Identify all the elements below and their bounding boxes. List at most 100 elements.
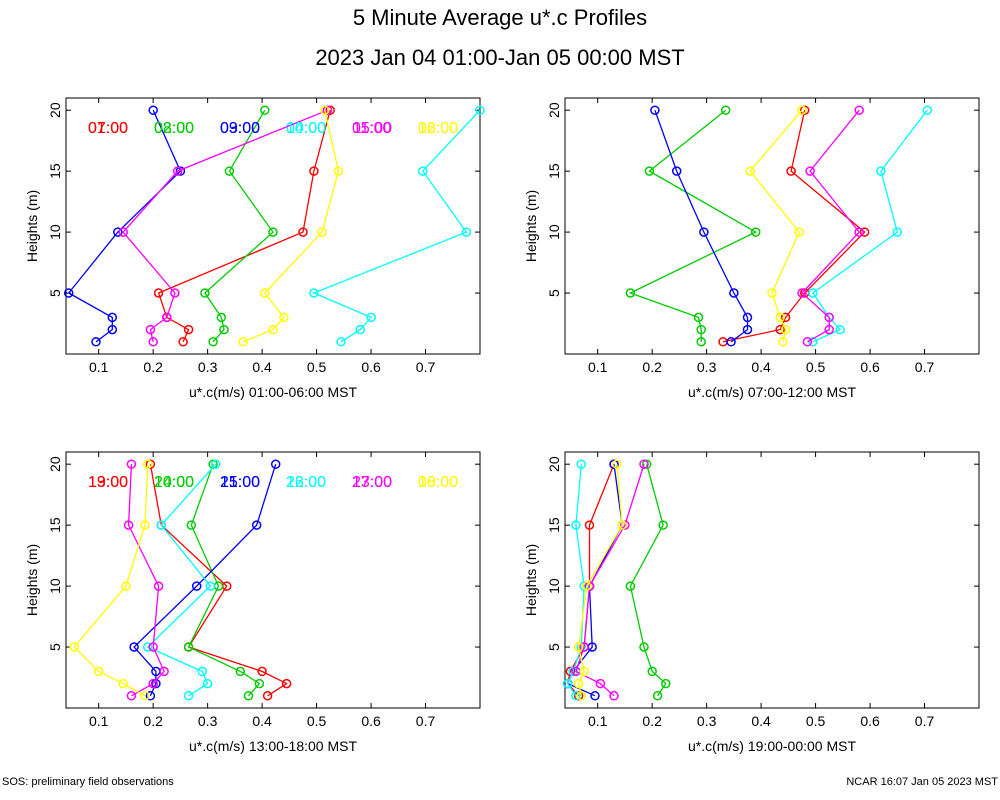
legend-entry: 06:00: [418, 120, 458, 137]
data-point: [576, 459, 587, 469]
data-point: [336, 337, 346, 347]
legend-entry: 12:00: [418, 120, 458, 137]
plot-frame: [564, 451, 980, 709]
legend-entry: 22:00: [286, 474, 326, 491]
data-point: [767, 288, 777, 298]
data-point: [579, 666, 589, 677]
x-tick-label: 0.7: [416, 359, 436, 375]
data-point: [113, 227, 123, 237]
y-tick-label: 20: [47, 456, 63, 472]
series-line-03:00: [67, 109, 182, 343]
data-point: [693, 312, 704, 323]
data-point: [366, 312, 376, 323]
data-point: [644, 166, 655, 176]
data-point: [224, 166, 235, 176]
data-point: [216, 312, 227, 323]
data-point: [778, 337, 788, 347]
legend-entry: 18:00: [418, 474, 458, 491]
data-point: [824, 324, 834, 335]
x-axis-label: u*.c(m/s) 01:00-06:00 MST: [189, 384, 358, 400]
x-tick-label: 0.2: [143, 713, 163, 729]
y-tick-label: 5: [546, 289, 562, 297]
x-tick-label: 0.1: [588, 713, 608, 729]
series-line-15:00: [133, 464, 277, 697]
data-point: [639, 642, 649, 652]
data-point: [461, 227, 472, 237]
data-point: [620, 520, 630, 530]
data-point: [235, 666, 246, 677]
series-line-06:00: [242, 110, 340, 343]
data-point: [107, 312, 118, 323]
data-point: [211, 459, 221, 469]
x-tick-label: 0.6: [361, 713, 381, 729]
data-point: [175, 166, 186, 176]
data-point: [590, 691, 600, 701]
y-tick-label: 10: [546, 224, 562, 240]
data-point: [121, 581, 131, 591]
data-point: [726, 337, 736, 347]
data-point: [661, 678, 671, 689]
data-point: [750, 227, 761, 237]
legend-entry: 16:00: [286, 474, 326, 491]
y-tick-label: 5: [47, 289, 63, 297]
data-point: [257, 666, 267, 677]
data-point: [148, 105, 158, 115]
y-tick-label: 15: [47, 517, 63, 533]
data-point: [191, 581, 202, 591]
x-tick-label: 0.1: [89, 359, 109, 375]
series-line-02:00: [204, 109, 274, 343]
data-point: [172, 166, 183, 176]
data-point: [699, 227, 709, 237]
data-point: [647, 666, 657, 677]
x-tick-label: 0.3: [697, 359, 717, 375]
legend-entry: 11:00: [353, 120, 392, 137]
series-line-05:00: [122, 109, 328, 342]
x-tick-label: 0.7: [915, 713, 935, 729]
data-point: [281, 678, 292, 689]
data-point: [145, 324, 156, 335]
data-point: [162, 312, 172, 323]
legend-entry: 05:00: [352, 120, 392, 137]
data-point: [322, 105, 333, 115]
data-point: [780, 312, 791, 323]
data-point: [279, 312, 289, 323]
y-axis-label: Heights (m): [24, 190, 40, 262]
data-point: [219, 324, 229, 335]
data-point: [794, 227, 804, 237]
series-line-18:00: [73, 464, 149, 697]
x-tick-label: 0.6: [361, 359, 381, 375]
x-tick-label: 0.6: [860, 359, 880, 375]
x-tick-label: 0.1: [588, 359, 608, 375]
x-tick-label: 0.5: [806, 359, 826, 375]
series-line-11:00: [801, 109, 861, 343]
data-point: [205, 581, 216, 591]
y-tick-label: 20: [546, 102, 562, 118]
data-point: [159, 666, 169, 677]
data-point: [562, 678, 573, 689]
series-line-17:00: [127, 464, 165, 697]
data-point: [641, 459, 652, 469]
data-point: [262, 691, 273, 701]
legend-entry: 17:00: [352, 474, 392, 491]
legend-entry: 01:00: [88, 120, 128, 137]
data-point: [268, 324, 278, 335]
data-point: [579, 642, 589, 652]
plot-frame: [65, 451, 481, 709]
footer-left: SOS: preliminary field observations: [2, 776, 174, 788]
series-line-16:00: [146, 463, 217, 697]
data-point: [254, 678, 265, 689]
series-line-12:00: [749, 109, 803, 342]
legend-entry: 02:00: [154, 120, 194, 137]
data-point: [696, 324, 706, 335]
legend-entry: 13:00: [88, 474, 128, 491]
data-point: [298, 227, 308, 237]
data-point: [355, 324, 365, 335]
data-point: [156, 520, 167, 530]
legend-entry: 09:00: [220, 120, 260, 137]
data-point: [320, 105, 330, 115]
series-line-09:00: [654, 109, 749, 343]
x-tick-label: 0.3: [198, 359, 218, 375]
data-point: [573, 678, 584, 689]
data-point: [576, 691, 587, 701]
legend-entry: 00:00: [418, 474, 458, 491]
